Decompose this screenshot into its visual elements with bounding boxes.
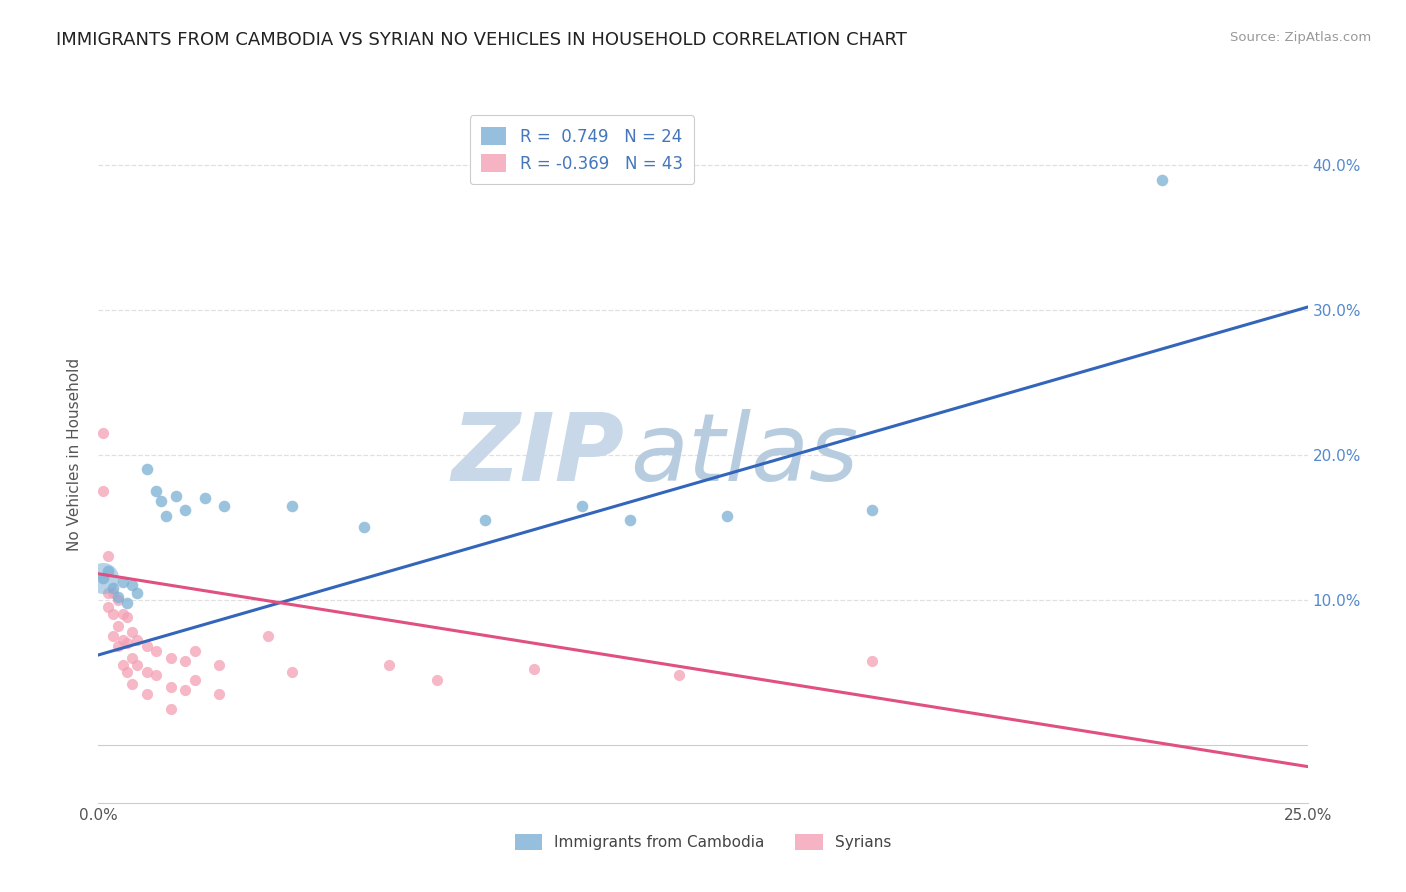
Point — [174, 503, 197, 517]
Text: IMMIGRANTS FROM CAMBODIA VS SYRIAN NO VEHICLES IN HOUSEHOLD CORRELATION CHART: IMMIGRANTS FROM CAMBODIA VS SYRIAN NO VE… — [56, 31, 907, 49]
Point — [107, 590, 129, 604]
Point — [111, 658, 134, 673]
Text: Source: ZipAtlas.com: Source: ZipAtlas.com — [1230, 31, 1371, 45]
Point — [121, 578, 143, 592]
Point — [1152, 172, 1174, 186]
Point — [212, 499, 235, 513]
Y-axis label: No Vehicles in Household: No Vehicles in Household — [67, 359, 83, 551]
Point — [117, 610, 139, 624]
Point — [668, 668, 690, 682]
Point — [474, 513, 496, 527]
Point — [160, 680, 183, 694]
Text: atlas: atlas — [630, 409, 859, 500]
Point — [101, 585, 124, 599]
Point — [160, 701, 183, 715]
Point — [716, 508, 738, 523]
Point — [101, 582, 124, 596]
Point — [121, 677, 143, 691]
Point — [208, 658, 231, 673]
Point — [97, 549, 120, 564]
Point — [150, 494, 173, 508]
Point — [127, 585, 149, 599]
Point — [117, 665, 139, 680]
Point — [174, 682, 197, 697]
Point — [145, 643, 167, 657]
Point — [121, 651, 143, 665]
Point — [145, 484, 167, 499]
Point — [91, 484, 114, 499]
Point — [135, 462, 157, 476]
Legend: Immigrants from Cambodia, Syrians: Immigrants from Cambodia, Syrians — [508, 827, 898, 858]
Point — [107, 592, 129, 607]
Point — [174, 654, 197, 668]
Point — [97, 564, 120, 578]
Point — [101, 607, 124, 622]
Text: ZIP: ZIP — [451, 409, 624, 501]
Point — [107, 619, 129, 633]
Point — [111, 575, 134, 590]
Point — [117, 596, 139, 610]
Point — [135, 639, 157, 653]
Point — [860, 503, 883, 517]
Point — [121, 624, 143, 639]
Point — [208, 687, 231, 701]
Point — [281, 665, 304, 680]
Point — [256, 629, 278, 643]
Point — [97, 585, 120, 599]
Point — [184, 643, 207, 657]
Point — [165, 489, 187, 503]
Point — [353, 520, 375, 534]
Point — [426, 673, 449, 687]
Point — [377, 658, 399, 673]
Point — [160, 651, 183, 665]
Point — [135, 665, 157, 680]
Point — [145, 668, 167, 682]
Point — [91, 571, 114, 585]
Point — [523, 662, 546, 676]
Point — [135, 687, 157, 701]
Point — [184, 673, 207, 687]
Point — [91, 426, 114, 441]
Point — [281, 499, 304, 513]
Point — [127, 633, 149, 648]
Point — [194, 491, 217, 506]
Point — [117, 636, 139, 650]
Point — [111, 633, 134, 648]
Point — [97, 600, 120, 615]
Point — [571, 499, 593, 513]
Point — [91, 571, 114, 585]
Point — [860, 654, 883, 668]
Point — [107, 639, 129, 653]
Point — [111, 607, 134, 622]
Point — [127, 658, 149, 673]
Point — [619, 513, 641, 527]
Point — [101, 629, 124, 643]
Point — [155, 508, 177, 523]
